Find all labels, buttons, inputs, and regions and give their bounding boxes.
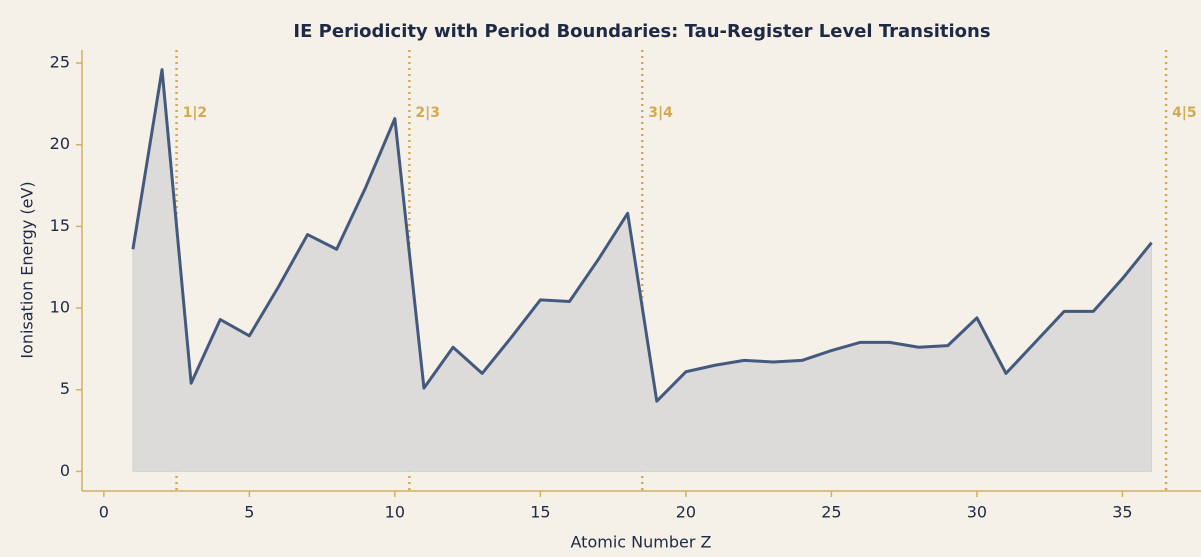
- x-tick-label: 35: [1112, 503, 1132, 522]
- y-tick-label: 15: [50, 216, 70, 235]
- y-tick-label: 20: [50, 134, 70, 153]
- x-tick-label: 30: [967, 503, 987, 522]
- boundary-label: 4|5: [1172, 105, 1197, 121]
- x-axis-label: Atomic Number Z: [571, 533, 712, 552]
- x-tick-label: 10: [385, 503, 405, 522]
- x-tick-label: 15: [530, 503, 550, 522]
- boundary-label: 3|4: [648, 105, 673, 121]
- y-axis-label: Ionisation Energy (eV): [18, 181, 37, 358]
- y-tick-label: 10: [50, 298, 70, 317]
- y-tick-label: 0: [60, 461, 70, 480]
- y-tick-label: 25: [50, 53, 70, 72]
- boundary-label: 2|3: [415, 105, 440, 121]
- y-tick-label: 5: [60, 379, 70, 398]
- x-tick-label: 0: [99, 503, 109, 522]
- x-tick-label: 20: [676, 503, 696, 522]
- x-tick-label: 25: [821, 503, 841, 522]
- boundary-label: 1|2: [183, 105, 208, 121]
- line: [131, 68, 1153, 403]
- x-tick-label: 5: [244, 503, 254, 522]
- chart-title: IE Periodicity with Period Boundaries: T…: [293, 21, 990, 42]
